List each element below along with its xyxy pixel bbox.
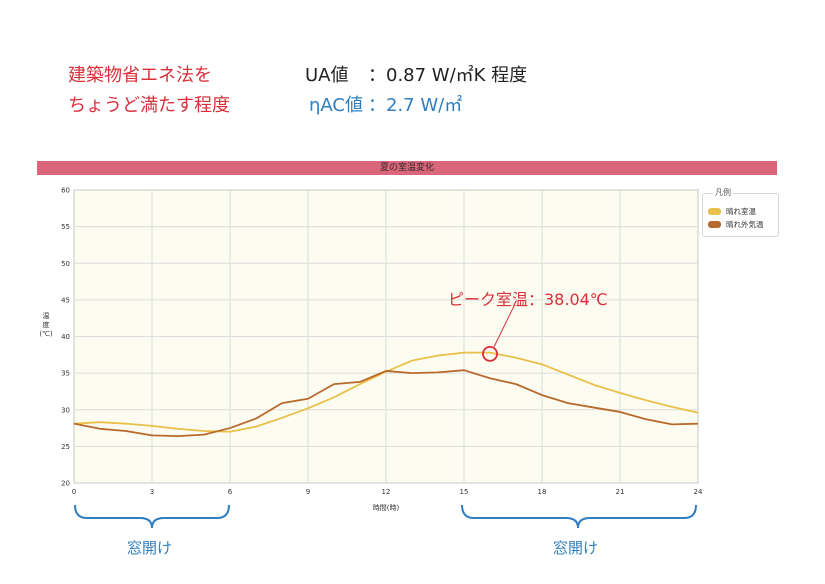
x-tick-label: 24 bbox=[694, 488, 703, 496]
legend-swatch-outdoor bbox=[708, 221, 721, 228]
peak-label: ピーク室温：38.04℃ bbox=[448, 290, 608, 309]
legend-item-outdoor: 晴れ外気温 bbox=[708, 219, 764, 230]
y-tick-label: 40 bbox=[61, 333, 70, 341]
ua-value: ：0.87 W/㎡K 程度 bbox=[368, 65, 528, 86]
peak-annotation bbox=[482, 303, 516, 362]
legend-label-outdoor: 晴れ外気温 bbox=[726, 220, 764, 229]
window-open-label-1: 窓開け bbox=[127, 539, 173, 557]
y-tick-label: 60 bbox=[61, 187, 70, 195]
x-axis-label: 時間(時) bbox=[373, 504, 400, 512]
chart-title-band: 夏の室温変化 bbox=[37, 161, 777, 175]
y-tick-label: 45 bbox=[61, 296, 70, 304]
y-tick-label: 20 bbox=[61, 480, 70, 488]
x-tick-label: 9 bbox=[306, 488, 310, 496]
x-tick-label: 6 bbox=[228, 488, 233, 496]
y-tick-label: 30 bbox=[61, 406, 70, 414]
brace-right bbox=[461, 504, 697, 529]
y-tick-label: 35 bbox=[61, 370, 70, 378]
y-tick-label: 25 bbox=[61, 443, 70, 451]
y-axis-label-part: (℃) bbox=[39, 330, 53, 338]
grid-lines bbox=[74, 190, 698, 483]
header-left-line2: ちょうど満たす程度 bbox=[68, 95, 230, 116]
y-tick-labels: 20 25 30 35 40 45 50 55 60 bbox=[61, 187, 70, 488]
peak-marker bbox=[482, 345, 498, 362]
legend-item-indoor: 晴れ室温 bbox=[708, 206, 756, 217]
y-axis-label: 温度(℃) bbox=[39, 311, 53, 338]
eta-ac-value: ：2.7 W/㎡ bbox=[368, 95, 463, 116]
x-tick-label: 18 bbox=[538, 488, 547, 496]
ua-label: UA値 bbox=[305, 65, 349, 86]
x-tick-label: 3 bbox=[150, 488, 154, 496]
legend-title: 凡例 bbox=[713, 187, 733, 198]
brace-left bbox=[74, 504, 230, 529]
y-tick-label: 50 bbox=[61, 260, 70, 268]
y-axis-label-part: 温 bbox=[43, 311, 50, 320]
x-tick-label: 12 bbox=[382, 488, 391, 496]
x-tick-label: 0 bbox=[72, 488, 76, 496]
x-tick-label: 21 bbox=[616, 488, 625, 496]
window-open-label-2: 窓開け bbox=[553, 539, 599, 557]
header-left-line1: 建築物省エネ法を bbox=[68, 65, 212, 86]
series-line-outdoor bbox=[73, 369, 699, 438]
x-tick-labels: 0 3 6 9 12 15 18 21 24 bbox=[72, 488, 703, 496]
legend-swatch-indoor bbox=[708, 208, 721, 215]
x-tick-label: 15 bbox=[460, 488, 469, 496]
chart-title: 夏の室温変化 bbox=[379, 163, 434, 173]
peak-leader-line bbox=[493, 303, 516, 348]
legend: 凡例 晴れ室温 晴れ外気温 bbox=[702, 187, 779, 237]
series-lines bbox=[73, 351, 699, 438]
eta-ac-label: ηAC値 bbox=[309, 95, 363, 116]
y-axis-label-part: 度 bbox=[43, 320, 50, 329]
y-tick-label: 55 bbox=[61, 223, 70, 231]
legend-label-indoor: 晴れ室温 bbox=[726, 207, 756, 216]
